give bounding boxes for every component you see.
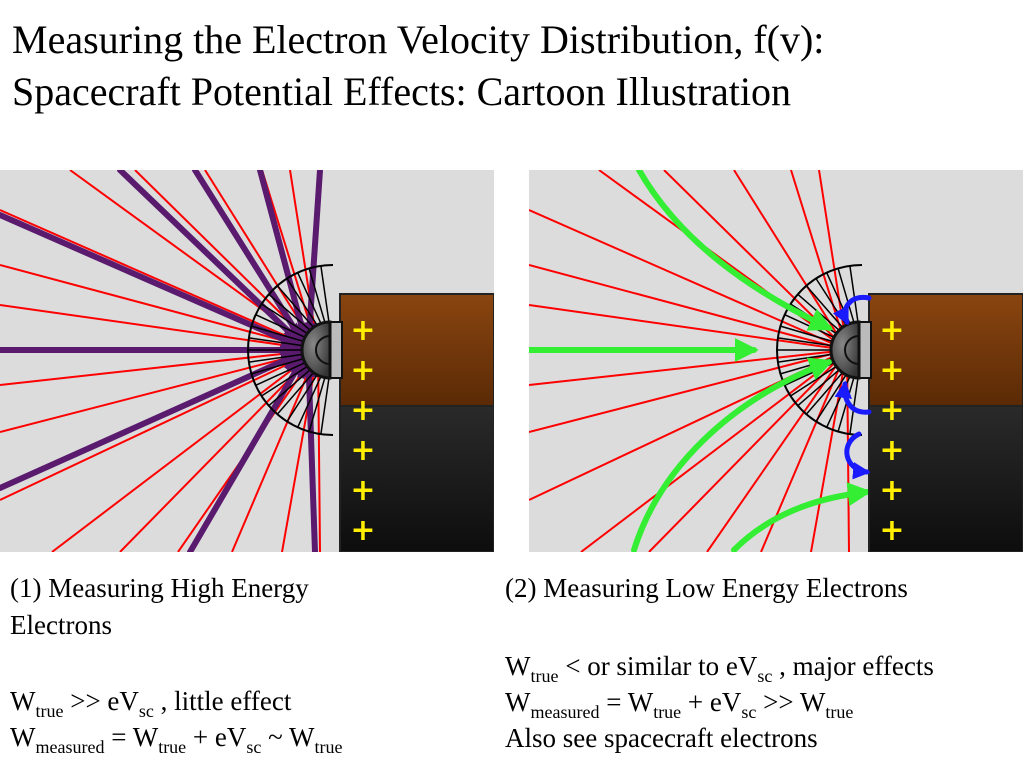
purple-trajectory — [117, 170, 306, 348]
plus-charge: + — [879, 313, 904, 348]
slide-title: Measuring the Electron Velocity Distribu… — [12, 14, 824, 118]
field-line — [529, 349, 848, 386]
positive-charges: + + + + + + — [879, 313, 904, 548]
plus-charge: + — [350, 513, 375, 548]
high-energy-diagram: + + + + + + — [0, 170, 494, 552]
fan-tick — [261, 364, 310, 397]
field-line — [51, 349, 319, 552]
fan-tick — [320, 377, 330, 435]
field-line — [529, 304, 848, 351]
fan-tick — [777, 353, 835, 363]
detector — [300, 320, 343, 380]
fan-tick — [251, 325, 307, 343]
fan-tick — [286, 278, 319, 327]
field-line — [0, 349, 319, 501]
spacecraft-electron-trajectories — [832, 294, 872, 480]
blue-trajectory — [832, 294, 872, 326]
green-trajectory — [731, 482, 872, 552]
field-line — [0, 304, 319, 351]
fan-tick — [268, 293, 313, 333]
panel-2-equation-2: Wmeasured = Wtrue + eVsc >> Wtrue — [505, 687, 854, 722]
fan-tick — [297, 272, 323, 325]
purple-trajectory — [0, 350, 306, 491]
plus-charge: + — [879, 513, 904, 548]
plus-charge: + — [350, 433, 375, 468]
plus-charge: + — [350, 313, 375, 348]
title-line-1: Measuring the Electron Velocity Distribu… — [12, 17, 825, 62]
panel-1-equation-2: Wmeasured = Wtrue + eVsc ~ Wtrue — [10, 722, 343, 757]
title-line-2: Spacecraft Potential Effects: Cartoon Il… — [12, 69, 792, 114]
spacecraft-upper-panel — [339, 293, 494, 407]
low-energy-diagram: + + + + + + — [529, 170, 1023, 552]
fan-tick — [297, 375, 323, 428]
low-energy-electron-trajectories — [529, 170, 872, 552]
panel-1-caption: (1) Measuring High Energy Electrons — [10, 570, 309, 644]
plus-charge: + — [879, 473, 904, 508]
fan-tick — [777, 337, 835, 347]
blue-trajectory — [834, 380, 872, 415]
spacecraft-lower-panel — [339, 405, 494, 552]
purple-trajectory — [192, 170, 307, 348]
plus-charge: + — [350, 393, 375, 428]
field-line — [529, 264, 848, 351]
fan-tick — [268, 367, 313, 407]
fan-tick — [308, 268, 326, 324]
fan-tick — [780, 325, 836, 343]
fan-tick — [308, 376, 326, 432]
panel-2-equation-3: Also see spacecraft electrons — [505, 723, 818, 753]
panel-2-caption: (2) Measuring Low Energy Electrons — [505, 573, 908, 603]
fan-tick — [849, 265, 859, 323]
fan-tick — [805, 370, 845, 415]
spacecraft-upper-panel — [868, 293, 1023, 407]
spacecraft-lower-panel — [868, 405, 1023, 552]
fan-tick — [320, 265, 330, 323]
fan-tick — [248, 337, 306, 347]
fan-tick — [276, 370, 316, 415]
fan-tick — [261, 303, 310, 336]
field-line — [0, 349, 319, 386]
field-line — [580, 349, 848, 552]
fan-tick — [276, 285, 316, 330]
fan-tick — [248, 353, 306, 363]
field-line — [648, 349, 848, 552]
plus-charge: + — [879, 433, 904, 468]
purple-trajectory — [297, 170, 323, 347]
purple-trajectory — [257, 170, 313, 347]
spacecraft-body — [339, 293, 494, 552]
plus-charge: + — [350, 473, 375, 508]
panel-1-caption-line-1: (1) Measuring High Energy — [10, 573, 309, 603]
panel-2-equation-1: Wtrue < or similar to eVsc , major effec… — [505, 651, 934, 686]
field-line — [0, 264, 319, 351]
green-trajectory — [631, 357, 834, 552]
field-line — [598, 170, 848, 351]
positive-charges: + + + + + + — [350, 313, 375, 548]
spacecraft-body — [868, 293, 1023, 552]
panel-1-equation-1: Wtrue >> eVsc , little effect — [10, 686, 292, 721]
field-line — [0, 349, 319, 433]
fan-tick — [797, 367, 842, 407]
purple-trajectory — [296, 353, 321, 552]
plus-charge: + — [879, 393, 904, 428]
detector-acceptance-fan — [247, 264, 334, 436]
plus-charge: + — [350, 353, 375, 388]
field-line — [529, 209, 848, 351]
fan-tick — [251, 357, 307, 375]
detector — [829, 320, 872, 380]
panel-1-caption-line-2: Electrons — [10, 610, 112, 640]
blue-trajectory — [844, 431, 871, 480]
fan-tick — [255, 360, 308, 386]
fan-tick — [286, 373, 319, 422]
plus-charge: + — [879, 353, 904, 388]
green-trajectory — [636, 170, 834, 331]
purple-trajectory — [187, 352, 307, 552]
fan-tick — [837, 268, 855, 324]
field-line — [0, 209, 319, 351]
purple-trajectory — [0, 212, 306, 351]
fan-tick — [255, 314, 308, 340]
field-line — [529, 349, 848, 433]
